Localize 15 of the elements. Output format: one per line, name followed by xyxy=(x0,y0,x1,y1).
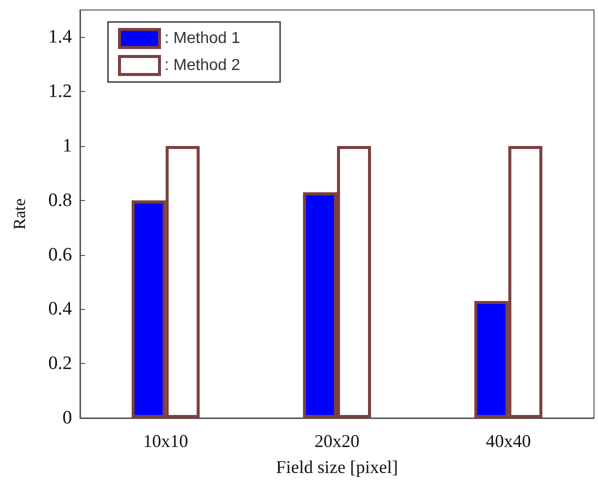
x-tick-label: 10x10 xyxy=(143,431,188,451)
y-tick-label: 0 xyxy=(62,408,72,428)
y-tick-label: 1.4 xyxy=(48,26,72,48)
x-tick-label: 40x40 xyxy=(486,431,531,451)
x-tick-label: 20x20 xyxy=(314,431,360,451)
y-axis-title: Rate xyxy=(10,198,29,230)
y-tick-label: 1.2 xyxy=(48,81,72,102)
x-axis-title: Field size [pixel] xyxy=(276,457,398,477)
y-tick-label: 0.6 xyxy=(48,244,72,266)
legend-label: : Method 2 xyxy=(164,57,240,74)
y-tick-label: 0.4 xyxy=(48,298,72,320)
y-tick-label: 0.8 xyxy=(48,190,72,211)
legend-label: : Method 1 xyxy=(164,30,240,47)
y-tick-label: 1 xyxy=(62,136,72,156)
y-tick-label: 0.2 xyxy=(48,353,72,374)
